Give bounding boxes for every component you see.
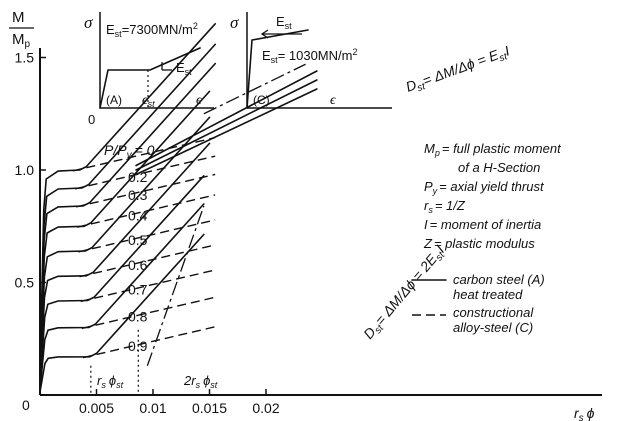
curve-a-p0.4	[39, 90, 211, 383]
curve-c-p0.2	[74, 155, 216, 190]
upper-line	[135, 70, 318, 167]
curve-a-p0	[39, 23, 216, 378]
x-tick-label: 0.01	[139, 400, 166, 416]
x-ticks: 0.005 0.01 0.015 0.02	[79, 389, 280, 416]
load-ratio-label: P/Py = 0	[104, 142, 155, 161]
curve-c-p0.8	[81, 296, 216, 330]
curve-c-p0	[72, 136, 216, 172]
curve-labels: 0.2 0.3 0.4 0.5 0.6 0.7 0.8 0.9	[128, 169, 148, 354]
x-tick-label: 0.005	[79, 400, 114, 416]
definition-line: Z = plastic modulus	[423, 236, 535, 251]
origin-label: 0	[22, 397, 30, 413]
inset-a-tag: (A)	[106, 93, 122, 107]
reference-lines	[90, 329, 139, 395]
definition-line: rs = 1/Z	[424, 198, 466, 215]
definition-line: I = moment of inertia	[424, 217, 541, 232]
definition-line: Mp = full plastic moment	[424, 141, 562, 158]
upper-line	[135, 79, 318, 171]
upper-stiffness-annotation: Dst= ΔM/Δϕ = EstI	[404, 42, 513, 97]
legend-solid-line2: heat treated	[453, 287, 523, 302]
curve-label: 0.9	[128, 338, 148, 354]
legend-dashed-line1: constructional	[453, 305, 534, 320]
curve-c-p0.3	[76, 173, 216, 208]
curve-label: 0.4	[128, 207, 148, 223]
inset-a-curve	[99, 47, 201, 109]
x-tick-label: 0.015	[192, 400, 227, 416]
curve-c-p0.5	[78, 219, 216, 253]
upper-dashdot	[203, 63, 306, 115]
curve-c-p0.9	[82, 326, 216, 359]
inset-a-eps-st: ϵst	[142, 93, 155, 109]
curve-a-p0.7	[39, 175, 205, 389]
curve-label: 0.8	[128, 309, 148, 325]
curve-a-p0.9	[39, 233, 205, 393]
inset-c-curve	[246, 29, 309, 109]
curve-label: 0.5	[128, 232, 148, 248]
inset-a: σ Est=7300MN/m2 Est (A) ϵst ϵ 0	[84, 12, 214, 127]
curve-c-p0.4	[77, 194, 216, 228]
curve-label: 0.7	[128, 282, 148, 298]
curve-label: 0.2	[128, 169, 148, 185]
definition-line: Py = axial yield thrust	[424, 179, 545, 196]
y-tick-label: 1.5	[15, 50, 35, 66]
inset-c-tag: (C)	[253, 93, 270, 107]
series-carbon-steel-a	[39, 23, 216, 393]
rs-phist-label: rs ϕst	[97, 373, 124, 390]
curve-label: 0.3	[128, 187, 148, 203]
legend-solid-line1: carbon steel (A)	[453, 272, 545, 287]
definition-line: of a H-Section	[458, 160, 540, 175]
inset-a-sigma: σ	[84, 13, 93, 32]
y-tick-label: 1.0	[15, 162, 35, 178]
upper-hardening-lines	[135, 63, 318, 366]
inset-a-zero: 0	[88, 112, 95, 127]
inset-c-eps: ϵ	[330, 93, 337, 108]
y-axis-label-numerator: M	[12, 9, 25, 26]
curve-c-p0.7	[80, 269, 216, 303]
inset-a-modulus: Est=7300MN/m2	[106, 21, 198, 39]
curve-a-p0.6	[39, 142, 211, 387]
definitions-legend: Mp = full plastic moment of a H-Section Py =…	[423, 141, 562, 251]
legend-dashed-line2: alloy-steel (C)	[453, 320, 533, 335]
inset-c: σ Est Est= 1030MN/m2 (C) ϵ	[230, 12, 392, 109]
y-tick-label: 0.5	[15, 275, 35, 291]
inset-c-sigma: σ	[230, 13, 239, 32]
y-ticks: 0.5 1.0 1.5	[15, 50, 46, 291]
two-rs-phist-label: 2rs ϕst	[183, 373, 218, 390]
upper-line	[135, 88, 318, 176]
curve-a-p0.2	[39, 43, 216, 380]
svg-text:Dst= ΔM/Δϕ = 2EstI: Dst= ΔM/Δϕ = 2EstI	[360, 242, 450, 344]
curve-a-p0.8	[39, 203, 205, 391]
inset-c-modulus: Est= 1030MN/m2	[262, 47, 358, 65]
curve-c-p0.6	[79, 244, 216, 278]
y-axis-label-denominator: Mp	[12, 31, 31, 50]
inset-a-est: Est	[176, 60, 192, 77]
curve-label: 0.6	[128, 257, 148, 273]
inset-a-eps: ϵ	[196, 93, 203, 108]
lower-dashdot	[146, 205, 205, 366]
x-axis-label: rs ϕ	[574, 405, 595, 421]
curve-a-p0.5	[39, 116, 211, 385]
inset-c-arrow-head	[260, 29, 269, 39]
svg-text:Dst= ΔM/Δϕ = EstI: Dst= ΔM/Δϕ = EstI	[404, 42, 513, 97]
x-tick-label: 0.02	[252, 400, 279, 416]
series-alloy-steel-c	[72, 136, 216, 359]
curve-a-p0.3	[39, 62, 216, 381]
lower-stiffness-annotation: Dst= ΔM/Δϕ = 2EstI	[360, 242, 450, 344]
inset-c-est: Est	[276, 14, 292, 31]
